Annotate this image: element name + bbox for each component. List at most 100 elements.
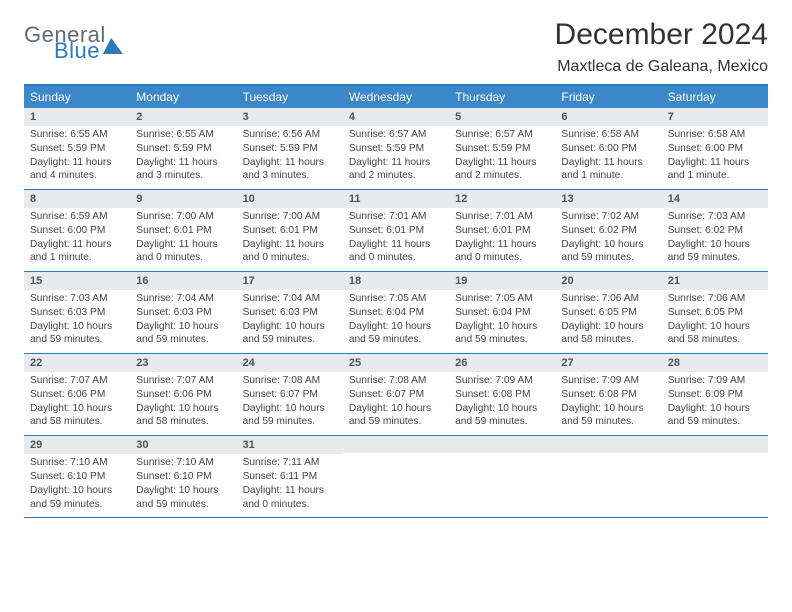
sunrise-line: Sunrise: 6:57 AM — [349, 128, 443, 142]
day-cell: 19Sunrise: 7:05 AMSunset: 6:04 PMDayligh… — [449, 272, 555, 353]
day-cell: 28Sunrise: 7:09 AMSunset: 6:09 PMDayligh… — [662, 354, 768, 435]
daylight-line: Daylight: 10 hours and 59 minutes. — [30, 320, 124, 348]
day-number: 17 — [237, 272, 343, 290]
sunrise-line: Sunrise: 7:01 AM — [455, 210, 549, 224]
day-body: Sunrise: 7:05 AMSunset: 6:04 PMDaylight:… — [343, 290, 449, 347]
daylight-line: Daylight: 10 hours and 59 minutes. — [30, 484, 124, 512]
daylight-line: Daylight: 11 hours and 0 minutes. — [136, 238, 230, 266]
sunrise-line: Sunrise: 7:09 AM — [561, 374, 655, 388]
daylight-line: Daylight: 11 hours and 2 minutes. — [349, 156, 443, 184]
day-number — [449, 436, 555, 453]
day-number: 11 — [343, 190, 449, 208]
daylight-line: Daylight: 10 hours and 58 minutes. — [561, 320, 655, 348]
day-number: 21 — [662, 272, 768, 290]
day-number: 8 — [24, 190, 130, 208]
day-number — [555, 436, 661, 453]
day-body: Sunrise: 7:10 AMSunset: 6:10 PMDaylight:… — [130, 454, 236, 511]
day-cell-empty — [555, 436, 661, 517]
sunset-line: Sunset: 6:08 PM — [561, 388, 655, 402]
day-body: Sunrise: 7:06 AMSunset: 6:05 PMDaylight:… — [662, 290, 768, 347]
week-row: 8Sunrise: 6:59 AMSunset: 6:00 PMDaylight… — [24, 190, 768, 272]
day-body: Sunrise: 7:09 AMSunset: 6:08 PMDaylight:… — [555, 372, 661, 429]
sunset-line: Sunset: 6:00 PM — [30, 224, 124, 238]
daylight-line: Daylight: 11 hours and 0 minutes. — [243, 238, 337, 266]
daylight-line: Daylight: 10 hours and 59 minutes. — [243, 320, 337, 348]
day-cell: 1Sunrise: 6:55 AMSunset: 5:59 PMDaylight… — [24, 108, 130, 189]
sunrise-line: Sunrise: 6:58 AM — [668, 128, 762, 142]
day-body: Sunrise: 7:09 AMSunset: 6:08 PMDaylight:… — [449, 372, 555, 429]
day-body: Sunrise: 7:01 AMSunset: 6:01 PMDaylight:… — [449, 208, 555, 265]
daylight-line: Daylight: 10 hours and 58 minutes. — [136, 402, 230, 430]
dow-saturday: Saturday — [662, 86, 768, 108]
day-body: Sunrise: 7:07 AMSunset: 6:06 PMDaylight:… — [24, 372, 130, 429]
sunrise-line: Sunrise: 7:10 AM — [136, 456, 230, 470]
sunset-line: Sunset: 6:08 PM — [455, 388, 549, 402]
day-cell-empty — [449, 436, 555, 517]
day-body: Sunrise: 6:58 AMSunset: 6:00 PMDaylight:… — [555, 126, 661, 183]
sunrise-line: Sunrise: 7:03 AM — [668, 210, 762, 224]
sunset-line: Sunset: 6:04 PM — [349, 306, 443, 320]
daylight-line: Daylight: 10 hours and 58 minutes. — [30, 402, 124, 430]
sunrise-line: Sunrise: 7:08 AM — [243, 374, 337, 388]
day-cell: 16Sunrise: 7:04 AMSunset: 6:03 PMDayligh… — [130, 272, 236, 353]
week-row: 29Sunrise: 7:10 AMSunset: 6:10 PMDayligh… — [24, 436, 768, 518]
sunrise-line: Sunrise: 7:09 AM — [455, 374, 549, 388]
day-body: Sunrise: 7:07 AMSunset: 6:06 PMDaylight:… — [130, 372, 236, 429]
sunrise-line: Sunrise: 7:03 AM — [30, 292, 124, 306]
day-cell: 25Sunrise: 7:08 AMSunset: 6:07 PMDayligh… — [343, 354, 449, 435]
sunset-line: Sunset: 6:00 PM — [668, 142, 762, 156]
daylight-line: Daylight: 10 hours and 59 minutes. — [561, 402, 655, 430]
day-cell: 13Sunrise: 7:02 AMSunset: 6:02 PMDayligh… — [555, 190, 661, 271]
day-body — [555, 453, 661, 501]
sunset-line: Sunset: 6:02 PM — [668, 224, 762, 238]
day-cell: 29Sunrise: 7:10 AMSunset: 6:10 PMDayligh… — [24, 436, 130, 517]
day-cell-empty — [343, 436, 449, 517]
day-body: Sunrise: 6:57 AMSunset: 5:59 PMDaylight:… — [449, 126, 555, 183]
day-number: 6 — [555, 108, 661, 126]
daylight-line: Daylight: 11 hours and 1 minute. — [668, 156, 762, 184]
day-number: 2 — [130, 108, 236, 126]
dow-friday: Friday — [555, 86, 661, 108]
day-body: Sunrise: 7:04 AMSunset: 6:03 PMDaylight:… — [130, 290, 236, 347]
sunset-line: Sunset: 6:10 PM — [30, 470, 124, 484]
day-cell: 20Sunrise: 7:06 AMSunset: 6:05 PMDayligh… — [555, 272, 661, 353]
sunset-line: Sunset: 5:59 PM — [30, 142, 124, 156]
calendar-page: General Blue December 2024 Maxtleca de G… — [0, 0, 792, 536]
daylight-line: Daylight: 10 hours and 59 minutes. — [455, 402, 549, 430]
sunset-line: Sunset: 6:02 PM — [561, 224, 655, 238]
daylight-line: Daylight: 11 hours and 4 minutes. — [30, 156, 124, 184]
day-number: 3 — [237, 108, 343, 126]
sunrise-line: Sunrise: 7:02 AM — [561, 210, 655, 224]
sunrise-line: Sunrise: 6:57 AM — [455, 128, 549, 142]
day-number: 22 — [24, 354, 130, 372]
daylight-line: Daylight: 10 hours and 59 minutes. — [561, 238, 655, 266]
day-body — [343, 453, 449, 501]
sunrise-line: Sunrise: 6:58 AM — [561, 128, 655, 142]
daylight-line: Daylight: 10 hours and 59 minutes. — [455, 320, 549, 348]
daylight-line: Daylight: 11 hours and 1 minute. — [30, 238, 124, 266]
day-body: Sunrise: 7:00 AMSunset: 6:01 PMDaylight:… — [237, 208, 343, 265]
sunrise-line: Sunrise: 6:59 AM — [30, 210, 124, 224]
week-row: 15Sunrise: 7:03 AMSunset: 6:03 PMDayligh… — [24, 272, 768, 354]
day-body: Sunrise: 7:00 AMSunset: 6:01 PMDaylight:… — [130, 208, 236, 265]
day-body: Sunrise: 6:59 AMSunset: 6:00 PMDaylight:… — [24, 208, 130, 265]
weeks-container: 1Sunrise: 6:55 AMSunset: 5:59 PMDaylight… — [24, 108, 768, 518]
day-cell: 10Sunrise: 7:00 AMSunset: 6:01 PMDayligh… — [237, 190, 343, 271]
day-body: Sunrise: 7:08 AMSunset: 6:07 PMDaylight:… — [237, 372, 343, 429]
day-number: 10 — [237, 190, 343, 208]
sunset-line: Sunset: 6:01 PM — [349, 224, 443, 238]
daylight-line: Daylight: 11 hours and 0 minutes. — [243, 484, 337, 512]
day-number: 9 — [130, 190, 236, 208]
sunset-line: Sunset: 6:03 PM — [136, 306, 230, 320]
day-number: 20 — [555, 272, 661, 290]
day-cell: 27Sunrise: 7:09 AMSunset: 6:08 PMDayligh… — [555, 354, 661, 435]
day-cell: 18Sunrise: 7:05 AMSunset: 6:04 PMDayligh… — [343, 272, 449, 353]
sunset-line: Sunset: 6:06 PM — [136, 388, 230, 402]
day-cell: 4Sunrise: 6:57 AMSunset: 5:59 PMDaylight… — [343, 108, 449, 189]
sunset-line: Sunset: 6:01 PM — [455, 224, 549, 238]
daylight-line: Daylight: 10 hours and 59 minutes. — [349, 320, 443, 348]
day-body: Sunrise: 7:01 AMSunset: 6:01 PMDaylight:… — [343, 208, 449, 265]
sunrise-line: Sunrise: 6:55 AM — [136, 128, 230, 142]
title-block: December 2024 Maxtleca de Galeana, Mexic… — [555, 18, 768, 76]
day-number: 14 — [662, 190, 768, 208]
